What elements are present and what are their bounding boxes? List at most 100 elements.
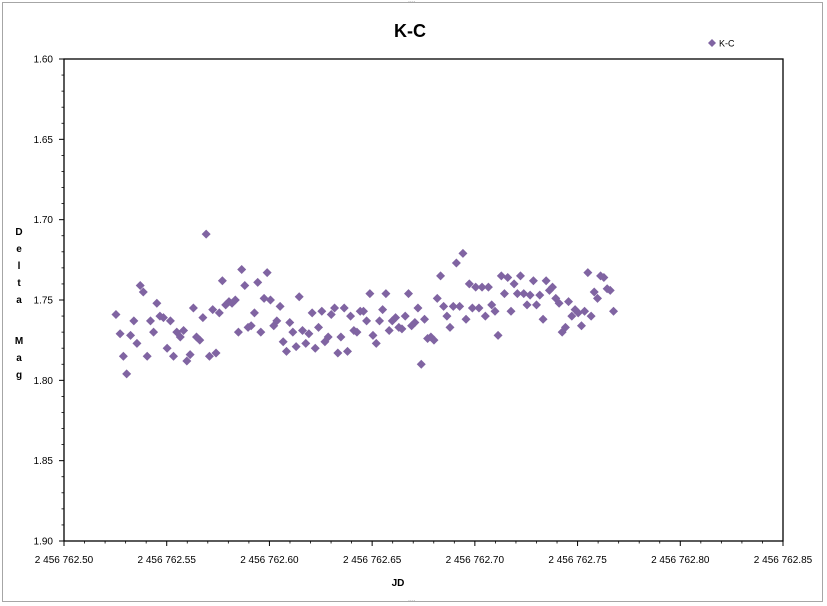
y-axis-label-letter: g xyxy=(16,370,22,381)
data-point xyxy=(145,316,155,326)
data-point xyxy=(201,229,211,239)
data-point xyxy=(285,317,295,327)
data-point xyxy=(330,303,340,313)
data-point xyxy=(599,273,609,283)
y-axis-label-letter: D xyxy=(15,227,22,238)
x-tick-label: 2 456 762.70 xyxy=(446,555,505,566)
data-point xyxy=(339,303,349,313)
data-point xyxy=(442,311,452,321)
data-point xyxy=(281,346,291,356)
data-point xyxy=(413,303,423,313)
data-point xyxy=(531,300,541,310)
data-point xyxy=(208,305,218,315)
data-point xyxy=(467,303,477,313)
data-point xyxy=(448,301,458,311)
data-point xyxy=(152,298,162,308)
data-point xyxy=(314,322,324,332)
data-point xyxy=(132,338,142,348)
bottom-resize-handle[interactable]: ···· xyxy=(408,598,416,605)
data-point xyxy=(461,314,471,324)
data-point xyxy=(586,311,596,321)
data-point xyxy=(111,309,121,319)
data-point xyxy=(416,359,426,369)
data-point xyxy=(564,297,574,307)
data-point xyxy=(198,313,208,323)
data-point xyxy=(301,338,311,348)
data-point xyxy=(352,327,362,337)
x-tick-label: 2 456 762.80 xyxy=(651,555,710,566)
x-axis-label: JD xyxy=(392,578,405,589)
data-point xyxy=(336,332,346,342)
chart-title: K-C xyxy=(394,21,426,41)
data-point xyxy=(378,305,388,315)
data-point xyxy=(138,287,148,297)
data-point xyxy=(233,327,243,337)
data-point xyxy=(512,289,522,299)
legend-label: K-C xyxy=(719,39,735,49)
data-point xyxy=(580,306,590,316)
data-point xyxy=(262,268,272,278)
data-point xyxy=(365,289,375,299)
data-point xyxy=(420,314,430,324)
data-point xyxy=(605,285,615,295)
data-point xyxy=(317,306,327,316)
data-point xyxy=(439,301,449,311)
data-point xyxy=(359,306,369,316)
data-point xyxy=(503,273,513,283)
y-tick-label: 1.90 xyxy=(34,537,54,548)
data-point xyxy=(560,322,570,332)
data-point xyxy=(436,271,446,281)
data-point xyxy=(499,289,509,299)
legend: K-C xyxy=(708,39,735,49)
data-point xyxy=(142,351,152,361)
data-point xyxy=(583,268,593,278)
data-point xyxy=(253,277,263,287)
data-point xyxy=(175,332,185,342)
data-point xyxy=(384,326,394,336)
data-point xyxy=(272,316,282,326)
data-point xyxy=(168,351,178,361)
data-point xyxy=(464,279,474,289)
data-point xyxy=(288,327,298,337)
data-point xyxy=(294,292,304,302)
data-point xyxy=(298,326,308,336)
data-point xyxy=(158,313,168,323)
data-point xyxy=(445,322,455,332)
data-point xyxy=(259,293,269,303)
data-point xyxy=(275,301,285,311)
x-tick-label: 2 456 762.50 xyxy=(35,555,94,566)
data-point xyxy=(538,314,548,324)
data-point xyxy=(592,293,602,303)
data-point xyxy=(122,369,132,379)
data-point xyxy=(576,321,586,331)
data-point xyxy=(391,313,401,323)
data-point xyxy=(211,348,221,358)
top-resize-handle[interactable]: ···· xyxy=(408,0,416,6)
data-point xyxy=(493,330,503,340)
x-tick-label: 2 456 762.55 xyxy=(138,555,197,566)
data-point xyxy=(429,335,439,345)
data-point xyxy=(165,316,175,326)
data-point xyxy=(182,356,192,366)
data-point xyxy=(567,311,577,321)
y-axis-label-letter: a xyxy=(16,295,22,306)
y-axis-label-letter: e xyxy=(16,244,22,255)
legend-marker xyxy=(708,39,716,47)
data-point xyxy=(179,326,189,336)
data-point xyxy=(455,301,465,311)
data-point xyxy=(397,324,407,334)
data-point xyxy=(410,317,420,327)
data-point xyxy=(304,329,314,339)
data-point xyxy=(519,289,529,299)
data-point xyxy=(400,311,410,321)
data-point xyxy=(333,348,343,358)
data-point xyxy=(368,330,378,340)
data-point xyxy=(509,279,519,289)
data-point xyxy=(404,289,414,299)
data-point xyxy=(129,316,139,326)
data-point xyxy=(589,287,599,297)
data-point xyxy=(573,308,583,318)
data-point xyxy=(115,329,125,339)
data-point xyxy=(149,327,159,337)
